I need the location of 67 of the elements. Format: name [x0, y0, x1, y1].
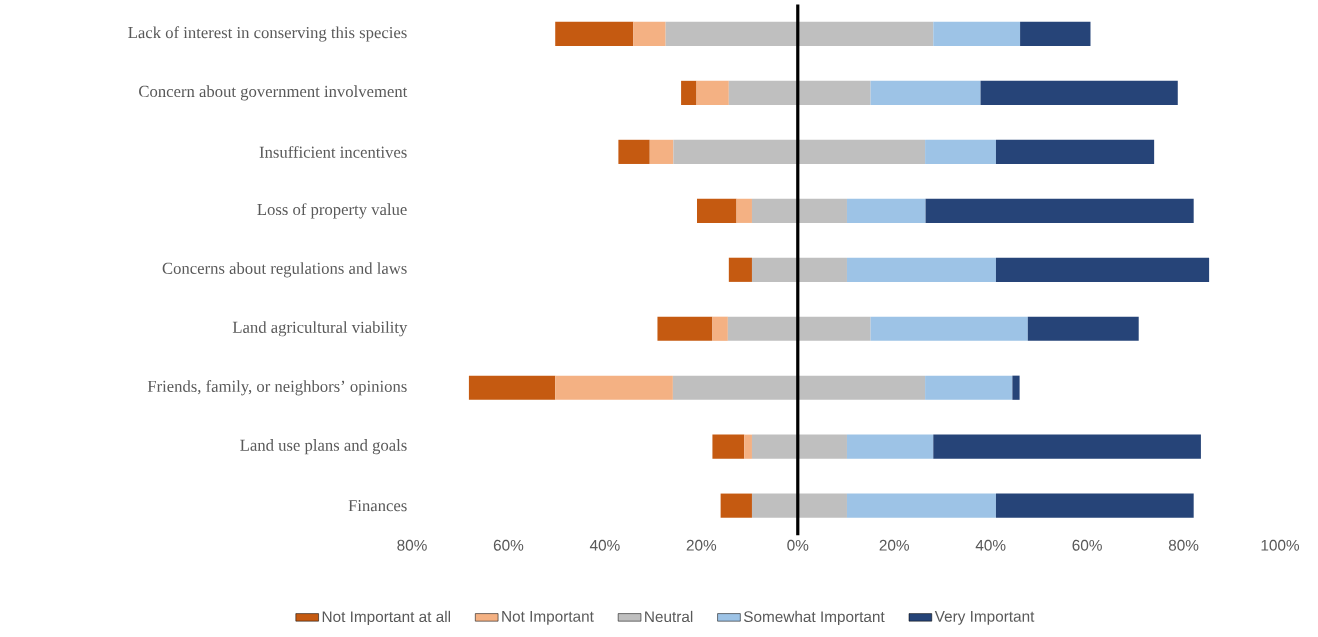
y-tick-label: Concerns about regulations and laws: [162, 262, 407, 278]
x-tick-label: 60%: [493, 539, 524, 551]
bar: [995, 257, 1210, 282]
y-tick-label: Land use plans and goals: [240, 439, 407, 455]
bar: [681, 80, 697, 105]
y-tick-label: Insufficient incentives: [259, 145, 407, 158]
x-tick-label: 40%: [975, 539, 1006, 551]
bar: [933, 434, 1201, 459]
bar: [751, 198, 847, 223]
bar: [1012, 375, 1020, 400]
bar: [468, 375, 556, 400]
legend-label: Somewhat Important: [743, 610, 885, 626]
bar: [555, 375, 673, 400]
bar: [980, 80, 1178, 105]
bar: [870, 80, 981, 105]
legend-label: Very Important: [934, 611, 1035, 625]
bar: [727, 316, 871, 341]
bar: [673, 139, 926, 164]
bar: [665, 21, 934, 47]
bar: [736, 198, 752, 223]
bar: [751, 257, 847, 282]
bar: [633, 21, 666, 47]
bar: [657, 316, 713, 341]
x-tick-label: 80%: [1168, 539, 1199, 551]
x-tick-label: 0%: [787, 539, 809, 551]
bar: [751, 493, 847, 518]
bar: [995, 493, 1194, 518]
y-tick-label: Lack of interest in conserving this species: [128, 26, 407, 42]
bar: [696, 80, 729, 105]
bar: [618, 139, 650, 164]
bar: [712, 316, 728, 341]
bar: [712, 434, 745, 459]
legend-label: Neutral: [645, 610, 693, 623]
y-tick-label: Friends, family, or neighbors’ opinions: [147, 380, 407, 396]
x-tick-label: 80%: [397, 539, 427, 551]
bar: [1027, 316, 1139, 341]
x-tick-label: 40%: [589, 539, 620, 551]
x-tick-label: 60%: [1072, 539, 1102, 551]
legend-label: Not Important: [502, 611, 594, 625]
bar: [720, 493, 752, 518]
y-tick-label: Finances: [348, 500, 407, 512]
bar: [925, 198, 1194, 223]
bar: [846, 493, 996, 518]
bar: [728, 257, 752, 282]
y-tick-label: Loss of property value: [257, 203, 407, 219]
bar: [555, 21, 634, 47]
bar: [846, 257, 996, 282]
bar: [870, 316, 1028, 341]
x-tick-label: 100%: [1261, 539, 1300, 551]
y-tick-label: Concern about government involvement: [139, 85, 408, 101]
bar: [728, 80, 871, 105]
bar: [846, 198, 926, 223]
legend-label: Not Important at all: [322, 610, 451, 626]
bar: [925, 139, 996, 164]
bar: [933, 21, 1021, 47]
bar: [697, 198, 737, 223]
bar: [751, 434, 847, 459]
x-tick-label: 20%: [879, 539, 910, 551]
bar: [995, 139, 1155, 164]
x-tick-label: 20%: [686, 539, 717, 551]
y-tick-label: Land agricultural viability: [232, 321, 408, 337]
bar: [846, 434, 934, 459]
bar: [649, 139, 674, 164]
bar: [744, 434, 752, 459]
bar: [925, 375, 1013, 400]
bar: [672, 375, 926, 400]
bar: [1020, 21, 1091, 47]
